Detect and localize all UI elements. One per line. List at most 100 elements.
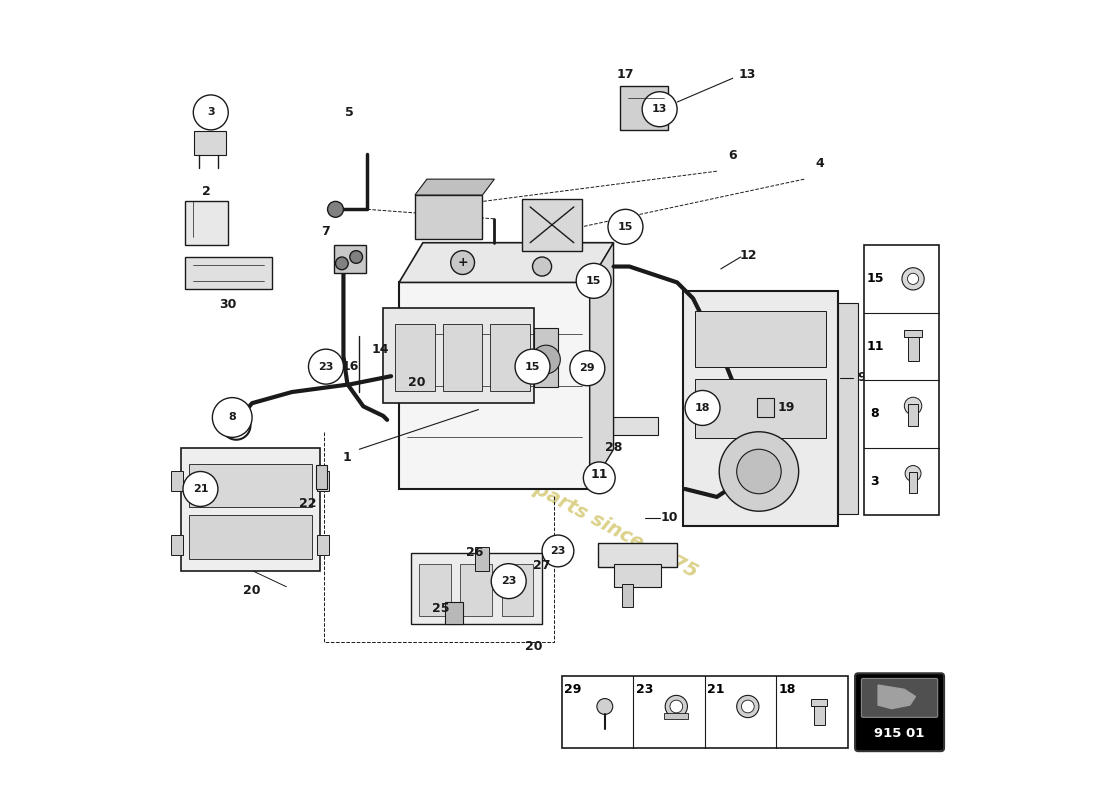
Circle shape bbox=[737, 695, 759, 718]
Bar bbox=[180, 448, 320, 571]
FancyBboxPatch shape bbox=[855, 674, 944, 751]
Bar bbox=[415, 195, 483, 238]
Polygon shape bbox=[590, 242, 614, 489]
Bar bbox=[317, 535, 329, 555]
Text: 13: 13 bbox=[652, 104, 668, 114]
Circle shape bbox=[222, 411, 251, 440]
Circle shape bbox=[350, 250, 363, 263]
Bar bbox=[757, 398, 774, 418]
Text: 21: 21 bbox=[707, 683, 725, 696]
Text: 16: 16 bbox=[341, 360, 359, 373]
Circle shape bbox=[608, 210, 642, 244]
Circle shape bbox=[905, 466, 921, 482]
Circle shape bbox=[212, 398, 252, 438]
Text: 3: 3 bbox=[870, 475, 879, 488]
Text: a passion for parts since 1975: a passion for parts since 1975 bbox=[399, 409, 701, 582]
Bar bbox=[597, 543, 678, 567]
Bar bbox=[864, 245, 939, 515]
Bar bbox=[316, 465, 327, 489]
Text: 23: 23 bbox=[550, 546, 565, 556]
Bar bbox=[614, 565, 661, 586]
Bar bbox=[419, 565, 451, 616]
Bar bbox=[399, 282, 590, 489]
Bar bbox=[383, 308, 535, 403]
Bar bbox=[814, 701, 825, 725]
Text: 23: 23 bbox=[318, 362, 333, 372]
Text: 20: 20 bbox=[526, 640, 543, 653]
Circle shape bbox=[532, 257, 551, 276]
Bar bbox=[909, 403, 917, 426]
Polygon shape bbox=[399, 242, 614, 282]
Text: 20: 20 bbox=[408, 376, 426, 389]
Bar bbox=[460, 565, 492, 616]
Circle shape bbox=[451, 250, 474, 274]
Bar bbox=[395, 324, 434, 391]
Text: 26: 26 bbox=[465, 546, 483, 559]
Bar bbox=[185, 257, 272, 289]
Bar bbox=[535, 328, 558, 387]
Text: 21: 21 bbox=[192, 484, 208, 494]
Polygon shape bbox=[878, 685, 915, 709]
Text: 15: 15 bbox=[866, 272, 883, 286]
Circle shape bbox=[492, 564, 526, 598]
Circle shape bbox=[719, 432, 799, 511]
Text: +: + bbox=[458, 256, 468, 269]
Circle shape bbox=[336, 257, 349, 270]
Text: 28: 28 bbox=[605, 441, 623, 454]
Text: 18: 18 bbox=[779, 683, 796, 696]
Bar bbox=[185, 202, 229, 245]
Bar bbox=[172, 471, 183, 491]
Circle shape bbox=[666, 695, 688, 718]
Bar bbox=[194, 131, 226, 155]
Bar bbox=[411, 553, 542, 624]
Text: 8: 8 bbox=[229, 413, 236, 422]
Text: 6: 6 bbox=[728, 149, 737, 162]
Circle shape bbox=[902, 268, 924, 290]
Text: 13: 13 bbox=[738, 68, 756, 81]
Text: 11: 11 bbox=[591, 468, 608, 481]
Circle shape bbox=[570, 350, 605, 386]
Bar bbox=[172, 535, 183, 555]
Text: 25: 25 bbox=[431, 602, 449, 614]
Text: 15: 15 bbox=[525, 362, 540, 372]
Text: 5: 5 bbox=[345, 106, 354, 119]
Bar bbox=[695, 378, 826, 438]
Circle shape bbox=[515, 349, 550, 384]
Text: 29: 29 bbox=[580, 363, 595, 374]
Circle shape bbox=[741, 700, 755, 713]
Text: 7: 7 bbox=[321, 225, 330, 238]
Text: 8: 8 bbox=[870, 407, 879, 421]
Circle shape bbox=[908, 274, 918, 285]
Bar bbox=[317, 471, 329, 491]
Bar bbox=[594, 418, 658, 435]
Text: 27: 27 bbox=[534, 558, 551, 572]
Circle shape bbox=[194, 95, 229, 130]
Bar bbox=[908, 332, 918, 361]
Text: 30: 30 bbox=[220, 298, 236, 311]
Circle shape bbox=[597, 698, 613, 714]
Bar bbox=[812, 699, 827, 706]
Text: 1: 1 bbox=[343, 450, 352, 464]
Bar bbox=[695, 311, 826, 366]
Bar bbox=[442, 324, 483, 391]
Bar bbox=[562, 677, 848, 748]
Text: 9: 9 bbox=[857, 371, 866, 384]
Text: 2: 2 bbox=[201, 186, 210, 198]
Text: 20: 20 bbox=[243, 584, 261, 597]
Circle shape bbox=[328, 202, 343, 218]
Bar bbox=[838, 303, 858, 514]
Text: 3: 3 bbox=[207, 107, 215, 118]
Bar bbox=[188, 463, 311, 507]
Bar bbox=[683, 291, 838, 526]
Text: 23: 23 bbox=[636, 683, 653, 696]
Text: 14: 14 bbox=[371, 342, 388, 356]
Bar bbox=[909, 472, 917, 493]
Circle shape bbox=[308, 349, 343, 384]
Bar bbox=[502, 565, 534, 616]
Bar bbox=[188, 515, 311, 559]
Text: 4: 4 bbox=[816, 157, 825, 170]
Bar bbox=[620, 86, 668, 130]
Circle shape bbox=[904, 398, 922, 414]
Circle shape bbox=[183, 471, 218, 506]
Bar bbox=[334, 245, 365, 273]
